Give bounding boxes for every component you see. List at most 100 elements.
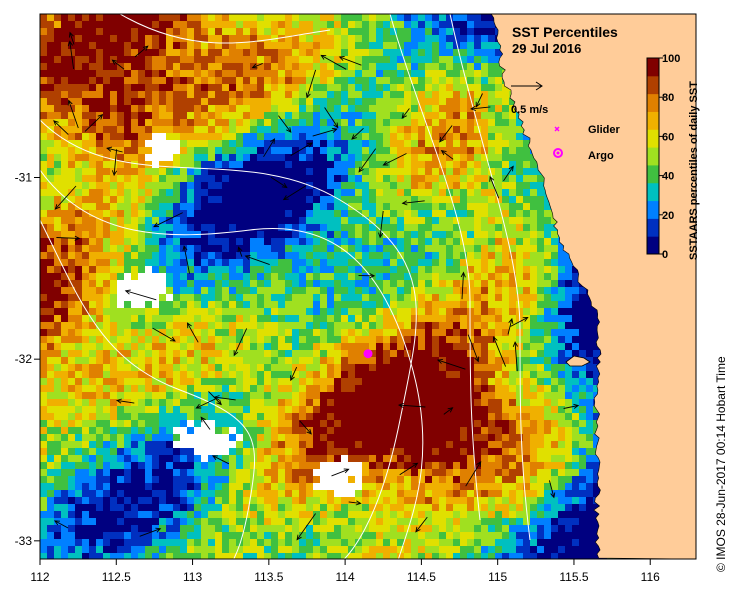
colorbar-tick-label: 0 [662, 249, 668, 261]
colorbar: 0 20 40 60 80 100 SSTAARS percentiles of dail… [646, 53, 700, 261]
current-arrow-icon [312, 127, 338, 137]
current-arrow-icon [111, 149, 118, 177]
x-tick-label: 112.5 [102, 570, 131, 584]
colorbar-tick-label: 20 [662, 210, 674, 222]
current-arrow-icon [251, 62, 263, 69]
x-tick-label: 115.5 [559, 570, 588, 584]
current-arrow-icon [67, 99, 79, 129]
land-mask [490, 14, 696, 559]
contour-line [389, 14, 481, 521]
current-arrow-icon [443, 407, 454, 415]
current-arrow-icon [84, 113, 104, 132]
colorbar-ticks: 0 20 40 60 80 100 [659, 53, 680, 261]
argo-float-marker [363, 349, 373, 359]
y-tick-label: -32 [15, 352, 33, 366]
current-arrow-icon [208, 391, 222, 406]
current-arrow-icon [124, 289, 157, 301]
glider-legend-icon [554, 126, 560, 132]
colorbar-tick-label: 60 [662, 131, 674, 143]
sst-percentile-field [40, 14, 607, 559]
argo-legend-icon [553, 148, 563, 158]
y-tick-label: -31 [15, 171, 33, 185]
current-arrow-icon [296, 513, 316, 541]
current-arrow-icon [415, 516, 428, 533]
current-arrow-icon [320, 54, 347, 70]
x-tick-label: 114 [336, 570, 355, 584]
colorbar-swatch [647, 147, 659, 166]
y-tick-label: -33 [15, 534, 33, 548]
current-arrow-icon [503, 165, 514, 182]
current-arrow-icon [465, 461, 482, 487]
current-arrow-icon [378, 210, 384, 239]
y-axis: -31 -32 -33 [15, 171, 40, 548]
colorbar-tick-label: 100 [662, 53, 680, 65]
current-arrow-icon [507, 317, 514, 335]
current-arrow-icon [53, 120, 69, 135]
current-arrow-icon [278, 115, 292, 133]
colorbar-swatch [647, 111, 659, 130]
scale-label: 0.5 m/s [511, 104, 548, 116]
bathymetry-contours [40, 14, 531, 559]
current-arrow-icon [439, 125, 453, 143]
colorbar-frame [646, 57, 660, 255]
x-axis: 112 112.5 113 113.5 114 114.5 115 115.5 116 [30, 559, 660, 584]
current-arrow-icon [440, 149, 454, 160]
map-title: SST Percentiles [512, 24, 618, 40]
contour-line [40, 219, 255, 559]
current-arrow-icon [139, 527, 162, 537]
current-arrow-icon [263, 138, 276, 158]
current-vectors [53, 31, 580, 541]
current-arrow-icon [460, 271, 466, 300]
current-arrow-icon [351, 127, 364, 140]
current-arrow-icon [68, 31, 75, 45]
x-tick-label: 116 [641, 570, 660, 584]
current-arrow-icon [397, 402, 426, 408]
current-arrow-icon [382, 153, 407, 166]
x-tick-label: 113.5 [254, 570, 283, 584]
colorbar-swatch [647, 200, 659, 219]
current-arrow-icon [401, 108, 410, 119]
current-arrow-icon [290, 366, 298, 382]
contour-line [119, 14, 331, 44]
colorbar-swatch [647, 182, 659, 202]
x-tick-label: 112 [30, 570, 49, 584]
current-arrow-icon [548, 480, 556, 499]
current-arrow-icon [563, 403, 580, 409]
current-arrow-icon [213, 395, 236, 401]
current-arrow-icon [211, 455, 230, 465]
current-arrow-icon [305, 69, 317, 99]
credit-text: © IMOS 28-Jun-2017 00:14 Hobart Time [714, 356, 728, 572]
current-arrow-icon [358, 148, 377, 173]
current-arrow-icon [54, 185, 77, 210]
colorbar-swatch [647, 218, 659, 237]
current-arrow-icon [200, 416, 211, 430]
colorbar-swatch [647, 129, 659, 148]
current-arrow-icon [331, 468, 350, 477]
current-arrow-icon [134, 45, 149, 58]
colorbar-tick-label: 80 [662, 92, 674, 104]
current-arrow-icon [244, 255, 270, 266]
current-arrow-icon [282, 185, 307, 201]
current-arrow-icon [153, 212, 183, 228]
current-arrow-icon [324, 107, 339, 129]
current-arrow-icon [492, 336, 507, 367]
colorbar-swatch [647, 58, 659, 77]
current-arrow-icon [470, 105, 491, 112]
x-tick-label: 114.5 [407, 570, 436, 584]
map-panel [39, 13, 697, 560]
current-arrow-icon [401, 200, 425, 206]
map-date: 29 Jul 2016 [512, 41, 581, 56]
current-arrow-icon [67, 40, 75, 70]
current-arrow-icon [270, 176, 288, 189]
x-tick-label: 115 [488, 570, 507, 584]
coastline [490, 14, 696, 559]
legend: 0.5 m/s Glider Argo [511, 81, 621, 162]
current-arrow-icon [186, 322, 199, 343]
current-arrow-icon [510, 317, 529, 327]
current-arrow-icon [512, 341, 518, 372]
colorbar-swatches [647, 58, 659, 255]
current-arrow-icon [106, 146, 123, 153]
colorbar-label: SSTAARS percentiles of daily SST [688, 81, 700, 260]
colorbar-tick-label: 40 [662, 171, 674, 183]
current-arrow-icon [152, 327, 176, 342]
